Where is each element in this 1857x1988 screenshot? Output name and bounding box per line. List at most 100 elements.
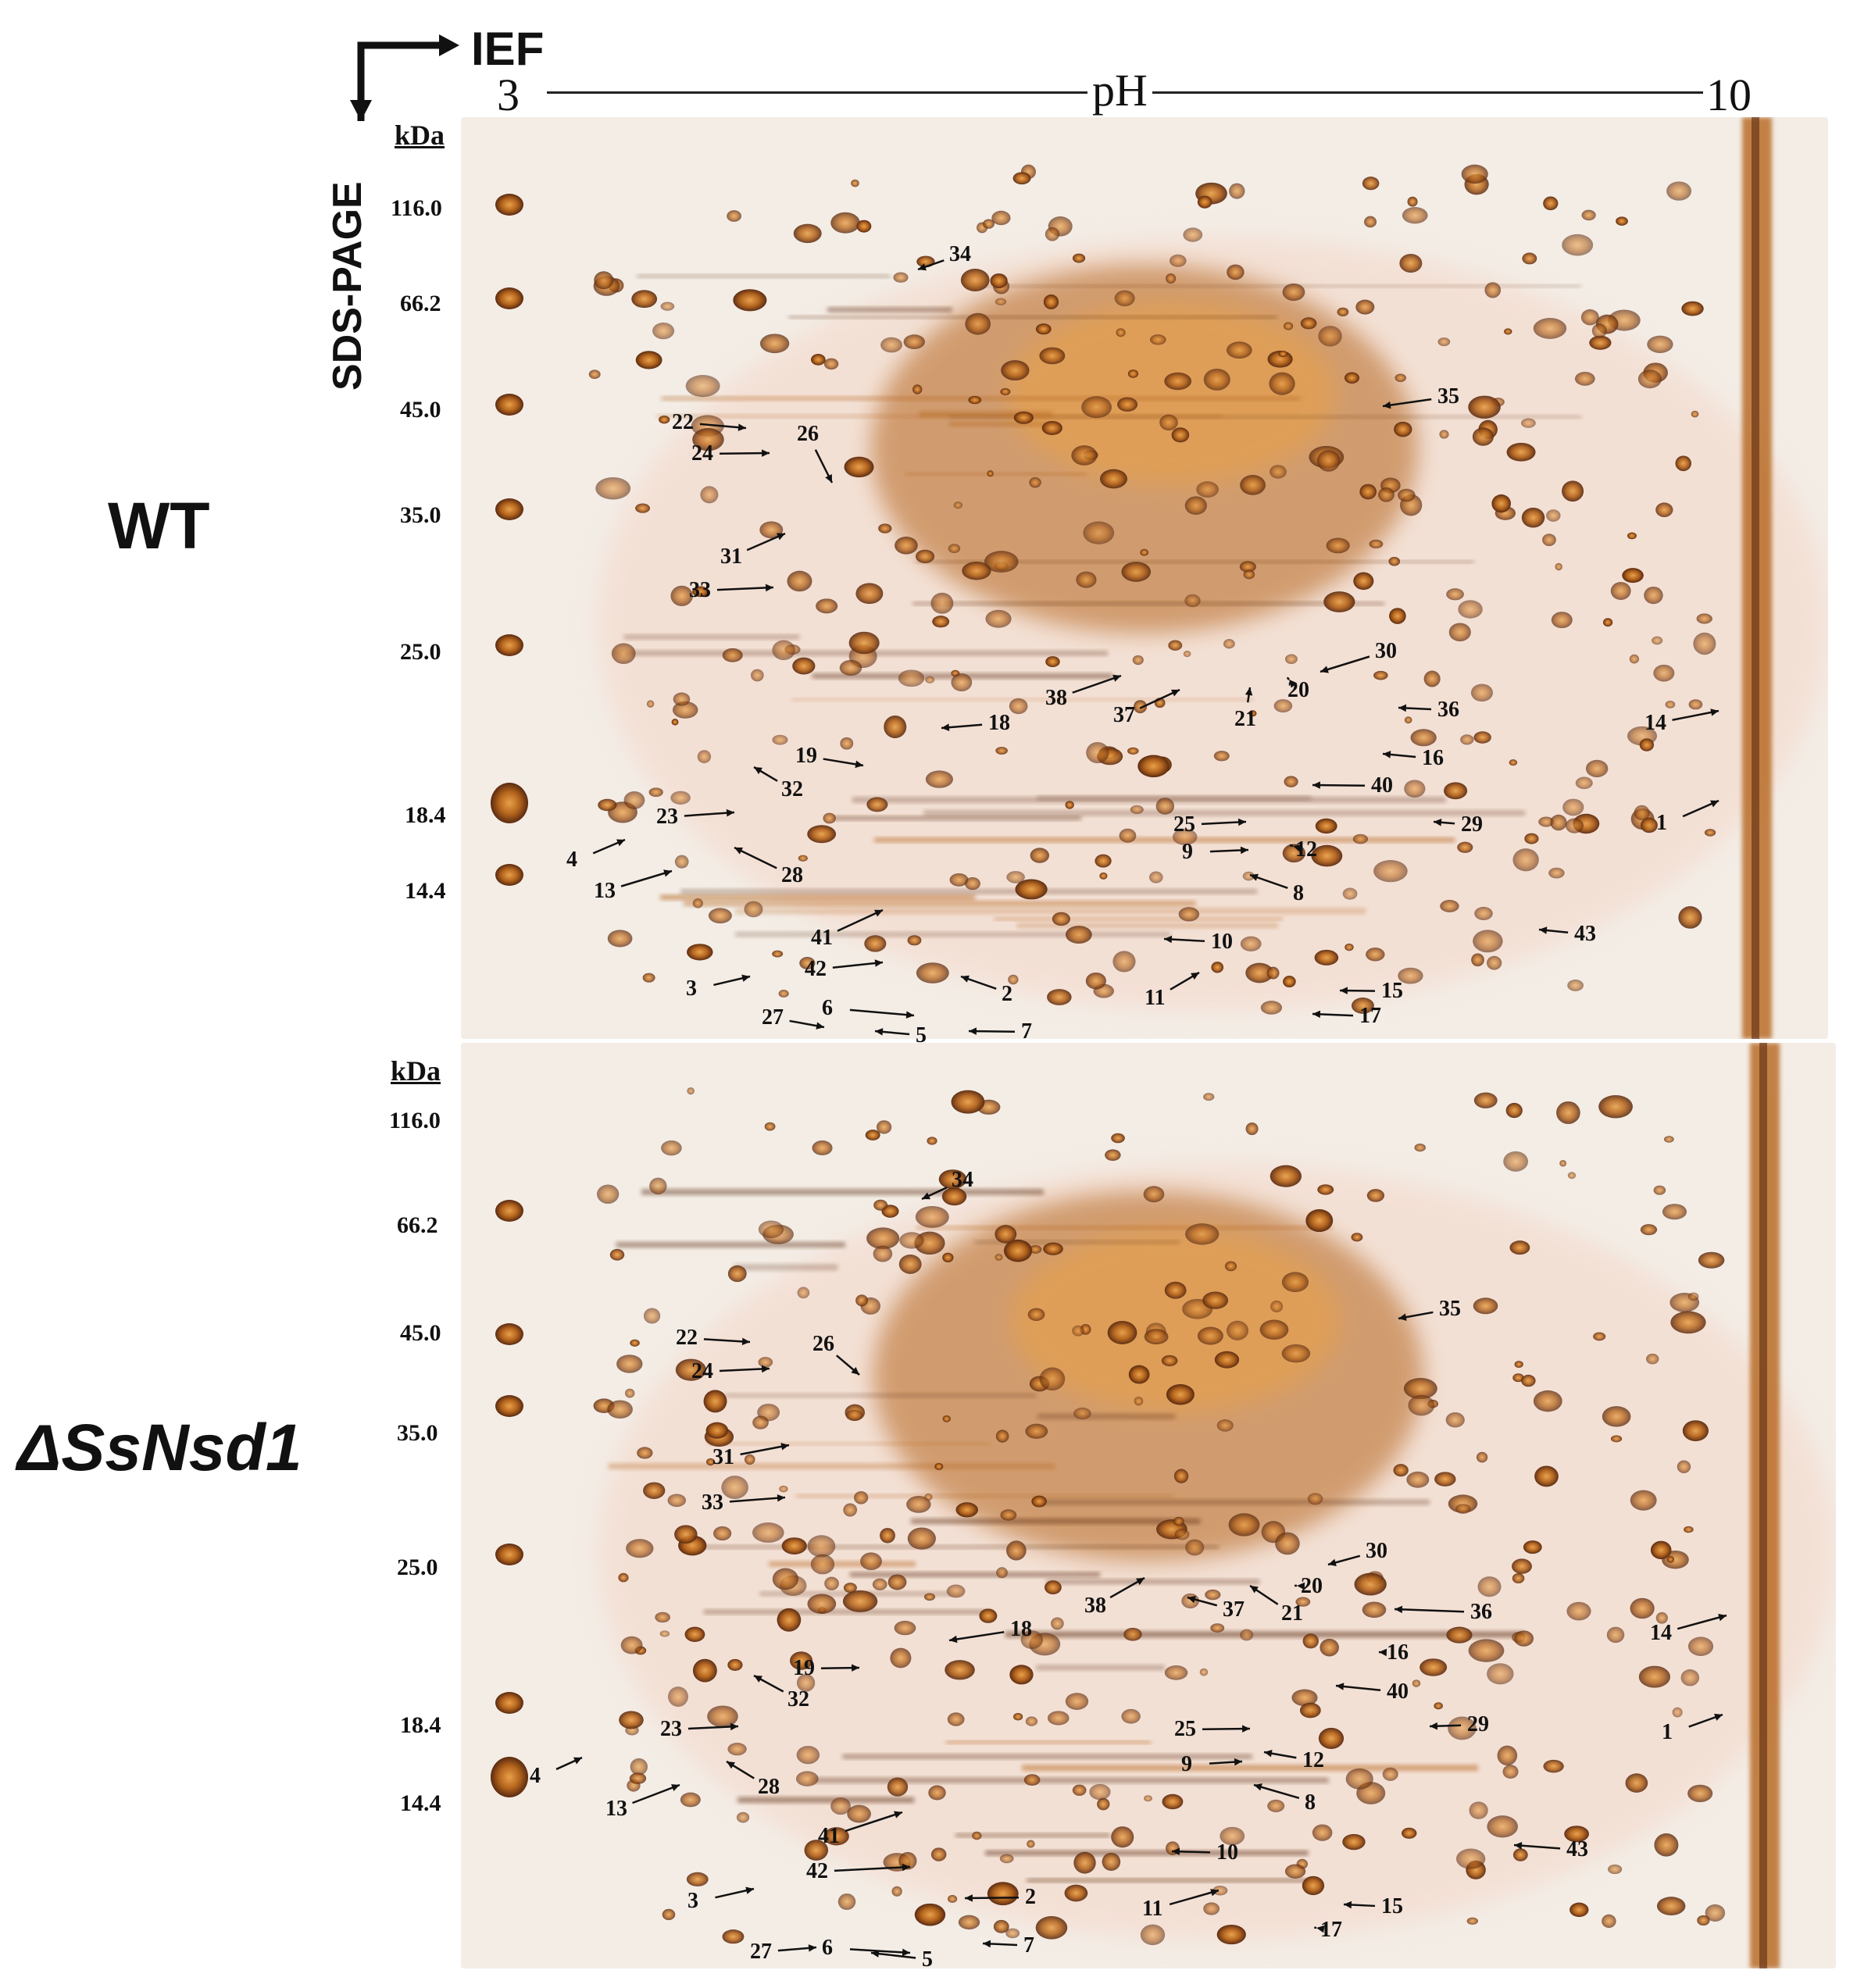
protein-spot xyxy=(1275,1532,1300,1555)
protein-spot xyxy=(1491,494,1511,513)
condition-label-wt: WT xyxy=(108,489,210,562)
spot-arrow-icon xyxy=(1688,1713,1723,1728)
protein-spot xyxy=(880,1528,895,1544)
protein-spot xyxy=(1589,335,1612,350)
protein-spot xyxy=(687,1087,695,1095)
protein-spot xyxy=(642,973,655,983)
spot-label-29: 29 xyxy=(1467,1712,1489,1736)
spot-label-16: 16 xyxy=(1387,1640,1409,1665)
protein-spot xyxy=(675,1358,706,1381)
spot-arrow-icon xyxy=(1139,688,1180,709)
protein-spot xyxy=(797,1287,810,1299)
protein-spot xyxy=(625,1388,635,1398)
protein-streak xyxy=(788,316,1277,319)
protein-spot xyxy=(1031,1495,1047,1508)
marker-band xyxy=(495,194,523,216)
spot-arrow-icon xyxy=(1201,818,1247,826)
protein-spot xyxy=(1228,1513,1260,1537)
protein-spot xyxy=(1081,396,1112,419)
protein-spot xyxy=(1107,1320,1137,1344)
spot-label-27: 27 xyxy=(750,1940,772,1964)
protein-spot xyxy=(1514,1361,1523,1369)
protein-spot xyxy=(1326,537,1350,554)
protein-spot xyxy=(697,750,712,764)
protein-spot xyxy=(1625,1773,1648,1793)
protein-spot xyxy=(764,1122,776,1131)
protein-spot xyxy=(631,290,658,309)
spot-label-38: 38 xyxy=(1084,1594,1106,1618)
protein-spot xyxy=(907,935,922,946)
protein-spot xyxy=(1533,1390,1562,1412)
spot-label-42: 42 xyxy=(806,1859,828,1883)
spot-label-5: 5 xyxy=(916,1023,927,1048)
protein-spot xyxy=(1320,1638,1339,1657)
protein-spot xyxy=(1562,234,1594,256)
protein-spot xyxy=(1012,172,1031,185)
protein-streak xyxy=(703,1609,992,1615)
protein-spot xyxy=(999,1854,1014,1864)
protein-spot xyxy=(1172,828,1198,845)
spot-arrow-icon xyxy=(719,449,770,457)
protein-spot xyxy=(938,1169,967,1190)
protein-spot xyxy=(1543,1759,1564,1773)
protein-streak xyxy=(1036,1665,1165,1671)
protein-spot xyxy=(1111,1133,1125,1144)
protein-spot xyxy=(796,1673,816,1692)
spot-arrow-icon xyxy=(1072,674,1122,694)
protein-spot xyxy=(1282,283,1305,302)
protein-spot xyxy=(778,990,789,998)
protein-spot xyxy=(965,876,980,890)
protein-spot xyxy=(1210,1623,1225,1633)
protein-spot xyxy=(1654,1833,1679,1857)
protein-spot xyxy=(1602,1914,1616,1929)
protein-spot xyxy=(1355,299,1375,315)
protein-spot xyxy=(1137,755,1170,778)
spot-arrow-icon xyxy=(715,1886,755,1899)
spot-arrow-icon xyxy=(1187,1595,1218,1607)
protein-spot xyxy=(1281,1272,1309,1293)
protein-spot xyxy=(1637,369,1662,389)
protein-spot xyxy=(1095,854,1112,868)
protein-spot xyxy=(1337,307,1349,316)
protein-spot xyxy=(1394,421,1412,437)
protein-spot xyxy=(1591,323,1607,338)
protein-spot xyxy=(1203,368,1230,391)
protein-spot xyxy=(752,1522,784,1543)
protein-spot xyxy=(659,1630,670,1637)
protein-spot xyxy=(1089,1783,1111,1801)
spot-label-3: 3 xyxy=(687,1889,698,1913)
protein-spot xyxy=(1121,1708,1141,1724)
protein-spot xyxy=(1202,1291,1229,1309)
spot-arrow-icon xyxy=(834,1863,911,1872)
protein-spot xyxy=(1503,1151,1529,1172)
spot-arrow-icon xyxy=(703,1337,751,1346)
protein-spot xyxy=(1025,1423,1048,1439)
protein-spot xyxy=(772,950,784,958)
protein-streak xyxy=(687,1545,1219,1549)
protein-spot xyxy=(1446,1626,1473,1644)
protein-spot xyxy=(1143,1795,1152,1802)
spot-arrow-icon xyxy=(734,846,777,869)
protein-spot xyxy=(692,898,703,908)
protein-spot xyxy=(1174,1529,1190,1540)
spot-label-15: 15 xyxy=(1381,979,1403,1003)
protein-spot xyxy=(1403,1377,1437,1400)
protein-spot xyxy=(1071,445,1098,466)
spot-label-37: 37 xyxy=(1113,703,1135,727)
spot-arrow-icon xyxy=(1433,819,1455,826)
kda-header-wt: kDa xyxy=(395,120,445,151)
marker-label: 25.0 xyxy=(397,1554,438,1580)
protein-spot xyxy=(915,1205,949,1228)
protein-spot xyxy=(1362,1601,1387,1619)
protein-spot xyxy=(860,1552,882,1571)
protein-spot xyxy=(1284,1864,1306,1879)
spot-label-33: 33 xyxy=(689,578,711,602)
protein-spot xyxy=(1127,369,1139,378)
protein-spot xyxy=(951,1090,985,1114)
protein-streak xyxy=(637,274,891,278)
protein-spot xyxy=(744,901,763,918)
protein-spot xyxy=(1243,569,1255,580)
protein-spot xyxy=(1073,1407,1091,1420)
protein-spot xyxy=(1402,1827,1417,1839)
protein-spot xyxy=(707,1705,738,1728)
